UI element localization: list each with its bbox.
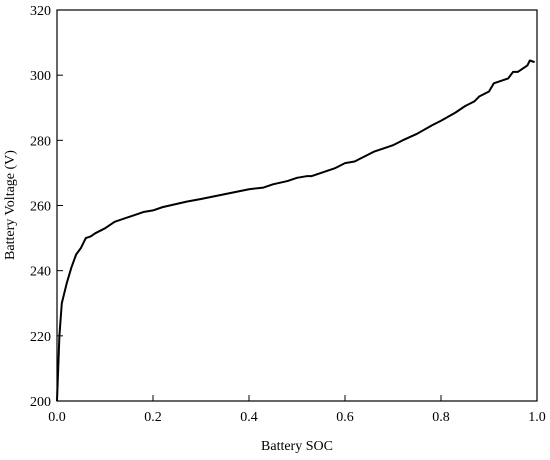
- x-tick-label: 0.4: [240, 410, 258, 425]
- y-tick-label: 260: [30, 200, 51, 215]
- y-tick-label: 240: [30, 265, 51, 280]
- y-tick-label: 300: [30, 69, 51, 84]
- y-axis-label: Battery Voltage (V): [3, 150, 18, 260]
- y-tick-label: 280: [30, 134, 51, 149]
- x-tick-label: 0.2: [144, 410, 162, 425]
- y-tick-label: 220: [30, 330, 51, 345]
- y-tick-label: 200: [30, 395, 51, 410]
- plot-frame: [56, 9, 538, 402]
- x-tick-label: 0.6: [336, 410, 354, 425]
- y-tick-label: 320: [30, 4, 51, 19]
- x-tick-label: 0.8: [432, 410, 450, 425]
- x-tick-label: 1.0: [528, 410, 546, 425]
- x-axis-label: Battery SOC: [261, 439, 333, 454]
- data-line: [56, 59, 535, 402]
- x-tick-label: 0.0: [48, 410, 66, 425]
